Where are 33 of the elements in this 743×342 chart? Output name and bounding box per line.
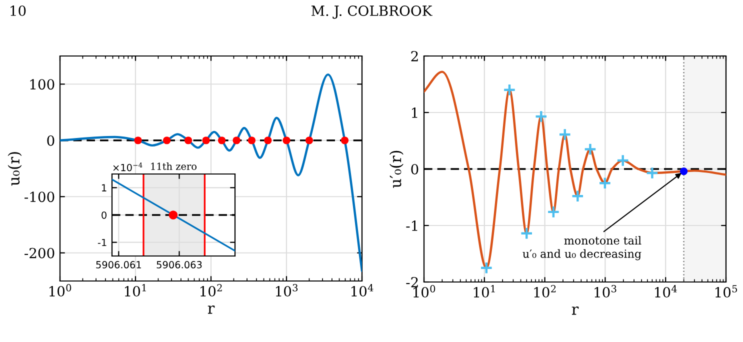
x-tick-label: 10$^{4}$ (655, 285, 677, 298)
chart-title: 11th zero (151, 162, 197, 170)
y-tick-label: -1 (406, 220, 418, 231)
y-tick-label: 100 (30, 79, 54, 90)
x-tick-label: 10$^{1}$ (474, 285, 495, 298)
x-tick-label: 10$^{0}$ (49, 284, 72, 297)
x-tick-label: 5906.063 (156, 261, 202, 268)
y-tick-label: -200 (24, 248, 54, 258)
y-tick-label: 2 (411, 50, 418, 62)
text: 10 (10, 5, 26, 16)
x-axis-title: r (572, 306, 579, 315)
text: M. J. COLBROOK (311, 5, 432, 19)
x-tick-label: 10$^{1}$ (124, 284, 146, 297)
y-tick-label: 1 (102, 184, 106, 192)
y-tick-label: 0 (102, 211, 106, 219)
y-tick-label: -1 (98, 238, 106, 246)
x-tick-label: 10$^{3}$ (276, 284, 298, 297)
x-tick-label: 5906.061 (96, 261, 141, 268)
y-axis-title: u₀(r) (8, 152, 22, 186)
y-tick-label: 0 (47, 135, 54, 146)
y-tick-label: 1 (412, 107, 418, 118)
x-tick-label: 10$^{2}$ (200, 284, 222, 297)
annotation: monotone tail u′₀ and u₀ decreasing (522, 236, 642, 260)
y-axis-title: u′₀(r) (389, 150, 404, 188)
y-tick-label: -2 (406, 276, 418, 288)
x-tick-label: 10$^{4}$ (351, 284, 374, 297)
annotation: ×10$^{−4}$ (113, 162, 142, 172)
y-tick-label: -100 (24, 192, 54, 202)
x-tick-label: 10$^{3}$ (594, 285, 616, 298)
x-axis-title: r (208, 306, 215, 314)
x-tick-label: 10$^{2}$ (534, 285, 556, 298)
x-tick-label: 10$^{5}$ (715, 285, 738, 298)
y-tick-label: 0 (411, 164, 418, 174)
